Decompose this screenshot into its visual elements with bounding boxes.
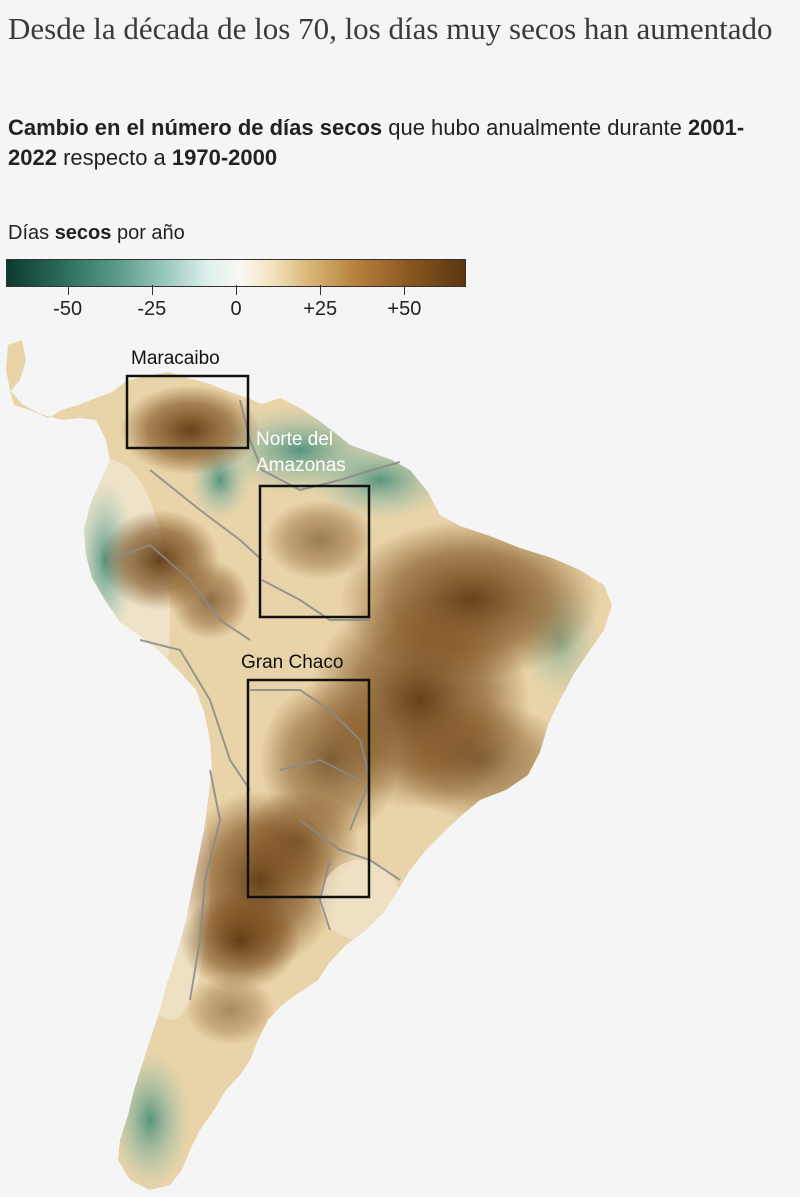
legend-title: Días secos por año [8,222,185,245]
legend-title-part2: por año [111,222,185,244]
subtitle-bold-5: 1970-2000 [171,145,278,170]
subtitle-bold-1: Cambio en el número de días secos [8,115,383,140]
dryness-field [50,385,600,1190]
legend-tick-mark [67,285,69,295]
box-norte-amazonas [258,484,371,619]
south-america-map: Maracaibo Norte del Amazonas Gran Chaco [6,340,612,1190]
legend-title-bold: secos [54,222,112,244]
legend-tick-mark [404,285,406,295]
legend-color-scale [6,259,466,287]
country-borders [109,399,401,1001]
chart-title: Desde la década de los 70, los días muy … [8,11,773,46]
legend-title-part1: Días [8,222,55,244]
legend-tick-mark [320,285,322,295]
subtitle-bold-3: 2001-2022 [8,115,745,170]
label-gran-chaco: Gran Chaco [241,652,343,673]
legend-tick-mark [151,285,153,295]
box-maracaibo [125,374,250,450]
legend-tick-mark [236,285,237,295]
legend-tick-label: +50 [387,298,422,320]
legend-tick-label: 0 [230,298,242,320]
chart-subtitle: Cambio en el número de días secos que hu… [8,113,788,173]
subtitle-text-4: respecto a [56,145,172,170]
box-gran-chaco [246,678,371,899]
label-norte-amazonas-line2: Amazonas [256,455,346,476]
legend-tick-label: -50 [53,298,83,320]
subtitle-text-2: que hubo anualmente durante [382,115,688,140]
label-maracaibo: Maracaibo [131,348,220,369]
label-norte-amazonas-line1: Norte del [256,429,333,450]
legend-tick-label: -25 [137,298,167,320]
legend-tick-label: +25 [303,298,338,320]
